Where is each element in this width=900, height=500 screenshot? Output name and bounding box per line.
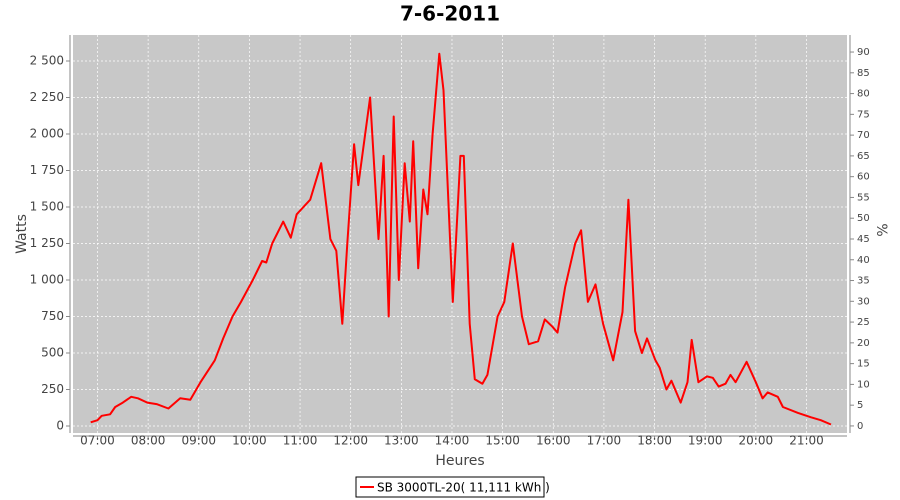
x-tick-label: 17:00 (587, 434, 622, 448)
y2-tick-label: 90 (857, 47, 870, 58)
y2-tick-label: 30 (857, 296, 870, 307)
y2-tick-label: 80 (857, 89, 870, 100)
x-tick-label: 19:00 (688, 434, 723, 448)
y-tick-label: 0 (56, 418, 64, 432)
y-tick-label: 2 500 (30, 53, 64, 67)
x-tick-label: 09:00 (181, 434, 216, 448)
y2-tick-label: 70 (857, 130, 870, 141)
y2-tick-label: 60 (857, 172, 870, 183)
x-axis-label: Heures (435, 453, 484, 469)
legend-text: SB 3000TL-20( 11,111 kWh ) (377, 481, 550, 495)
y2-tick-label: 5 (857, 400, 863, 411)
y-tick-label: 500 (41, 345, 64, 359)
legend (355, 476, 545, 498)
y2-tick-label: 55 (857, 192, 870, 203)
y-tick-label: 2 250 (30, 90, 64, 104)
y2-axis-label: % (873, 223, 889, 236)
y2-tick-label: 75 (857, 109, 870, 120)
x-tick-label: 11:00 (283, 434, 318, 448)
x-tick-label: 08:00 (131, 434, 166, 448)
y-tick-label: 1 000 (30, 272, 64, 286)
x-tick-label: 21:00 (789, 434, 824, 448)
x-tick-label: 10:00 (232, 434, 267, 448)
x-tick-label: 14:00 (435, 434, 470, 448)
x-tick-label: 18:00 (637, 434, 672, 448)
y-tick-label: 1 750 (30, 163, 64, 177)
y2-tick-label: 0 (857, 421, 863, 432)
y2-tick-label: 35 (857, 276, 870, 287)
y-tick-label: 1 250 (30, 236, 64, 250)
x-tick-label: 20:00 (739, 434, 774, 448)
y2-tick-label: 50 (857, 213, 870, 224)
y2-tick-label: 20 (857, 338, 870, 349)
y2-tick-label: 65 (857, 151, 870, 162)
y2-tick-label: 45 (857, 234, 870, 245)
y2-tick-label: 10 (857, 379, 870, 390)
y2-tick-label: 40 (857, 255, 870, 266)
x-tick-label: 07:00 (80, 434, 115, 448)
x-tick-label: 15:00 (485, 434, 520, 448)
y2-tick-label: 85 (857, 68, 870, 79)
data-line (90, 52, 832, 426)
plot-area (73, 35, 847, 433)
y2-tick-label: 15 (857, 359, 870, 370)
x-tick-label: 16:00 (536, 434, 571, 448)
x-tick-label: 12:00 (333, 434, 368, 448)
y-tick-label: 250 (41, 382, 64, 396)
y-tick-label: 2 000 (30, 126, 64, 140)
y-tick-label: 1 500 (30, 199, 64, 213)
chart-title: 7-6-2011 (400, 2, 500, 26)
y2-tick-label: 25 (857, 317, 870, 328)
y-axis-label: Watts (14, 214, 30, 254)
y-tick-label: 750 (41, 309, 64, 323)
x-tick-label: 13:00 (384, 434, 419, 448)
